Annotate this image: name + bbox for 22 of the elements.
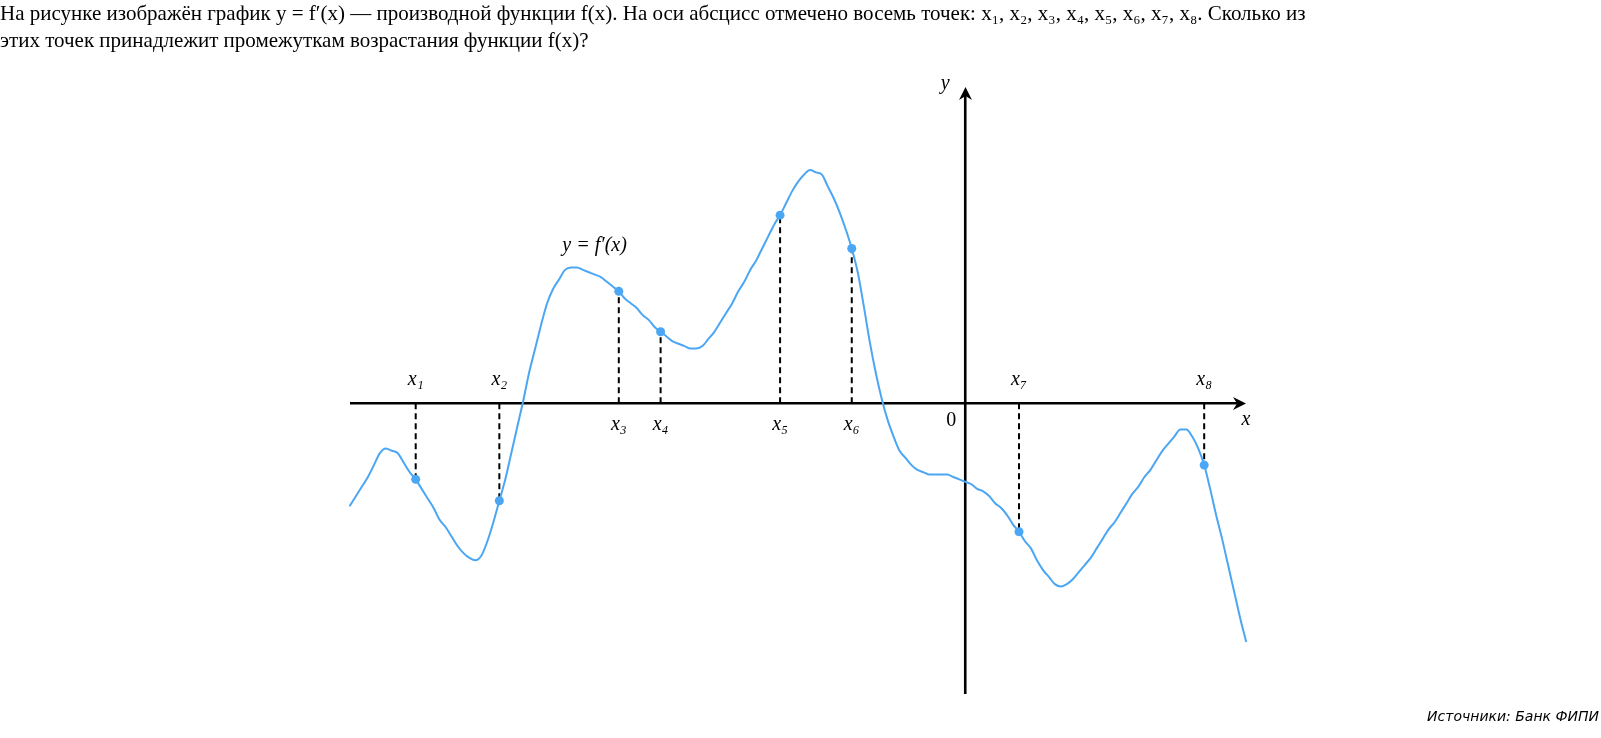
x-tick-label: 0: [946, 408, 957, 431]
x-tick-label: x₈: [1195, 367, 1213, 390]
x-tick-label: x₄: [651, 412, 669, 435]
chart-title: На рисунке изображён график y = f′(x) — производной функции f(x). На оси абсцисс отмечено восемь точек: x₁, x₂, x₃, x₄, x₅, x₆, x₇, x₈. Сколько из этих точек принадлежит промежуткам возрастания функции f(x)?: [0, 0, 1307, 54]
point: [656, 327, 666, 337]
point: [775, 210, 785, 220]
x-tick-label: x₇: [1010, 367, 1027, 390]
x-axis-title: x: [1240, 407, 1251, 430]
point: [1199, 460, 1209, 470]
x-tick-label: x₆: [842, 412, 860, 435]
point: [614, 286, 624, 296]
x-tick-label: x₃: [609, 412, 627, 435]
point: [1014, 527, 1024, 537]
point: [494, 496, 504, 506]
point: [847, 243, 857, 253]
x-tick-label: x₁: [406, 367, 424, 390]
text: Источники: Банк ФИПИ: [1427, 708, 1599, 724]
x-tick-label: x₂: [490, 367, 508, 390]
x-tick-label: x₅: [771, 412, 789, 435]
series-label: y = f′(x): [560, 233, 628, 257]
y-axis-title: y: [938, 71, 950, 95]
point: [411, 474, 421, 484]
